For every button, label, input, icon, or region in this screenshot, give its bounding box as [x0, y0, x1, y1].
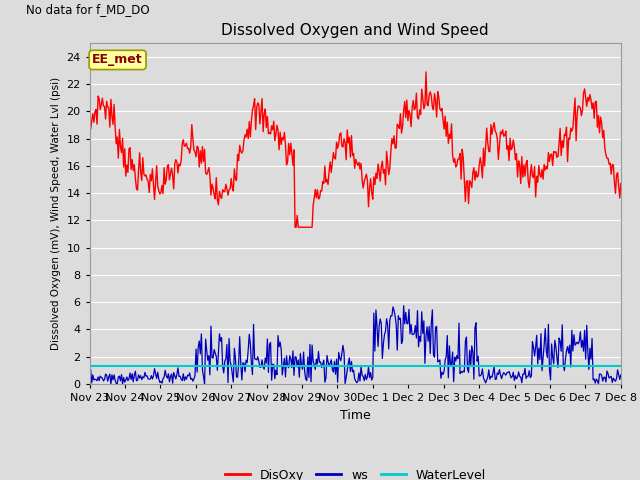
Line: ws: ws	[90, 306, 621, 384]
ws	[374, 344, 382, 349]
Title: Dissolved Oxygen and Wind Speed: Dissolved Oxygen and Wind Speed	[221, 23, 489, 38]
WaterLevel	[604, 363, 612, 369]
DisOxy	[374, 161, 382, 167]
ws	[606, 374, 614, 380]
ws	[617, 372, 625, 378]
Text: No data for f_MD_DO: No data for f_MD_DO	[26, 3, 150, 16]
WaterLevel	[341, 363, 349, 369]
DisOxy	[606, 160, 614, 166]
Y-axis label: Dissolved Oxygen (mV), Wind Speed, Water Lvl (psi): Dissolved Oxygen (mV), Wind Speed, Water…	[51, 77, 61, 350]
Legend: DisOxy, ws, WaterLevel: DisOxy, ws, WaterLevel	[220, 464, 491, 480]
ws	[524, 373, 531, 379]
DisOxy	[617, 181, 625, 187]
WaterLevel	[521, 363, 529, 369]
WaterLevel	[338, 363, 346, 369]
DisOxy	[422, 69, 430, 75]
DisOxy	[291, 224, 299, 230]
DisOxy	[403, 97, 411, 103]
Text: EE_met: EE_met	[92, 53, 143, 66]
DisOxy	[524, 157, 531, 163]
ws	[404, 321, 412, 327]
ws	[400, 303, 408, 309]
Line: DisOxy: DisOxy	[90, 72, 621, 227]
ws	[107, 381, 115, 387]
ws	[86, 371, 93, 376]
WaterLevel	[617, 363, 625, 369]
WaterLevel	[402, 363, 410, 369]
X-axis label: Time: Time	[340, 408, 371, 421]
DisOxy	[86, 109, 93, 115]
ws	[339, 343, 347, 348]
ws	[342, 374, 350, 380]
WaterLevel	[373, 363, 381, 369]
WaterLevel	[86, 363, 93, 369]
DisOxy	[342, 157, 350, 163]
DisOxy	[339, 144, 347, 150]
